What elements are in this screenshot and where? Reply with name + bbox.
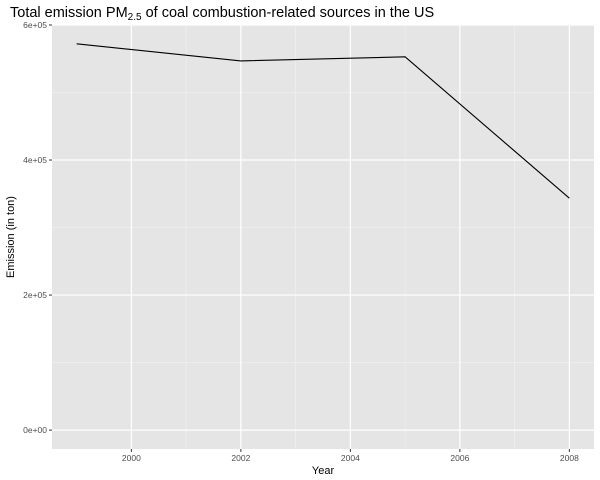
x-tick-label: 2002 — [231, 453, 250, 463]
x-tick-label: 2000 — [122, 453, 141, 463]
chart-title-subscript: 2.5 — [128, 12, 142, 23]
plot-panel — [52, 25, 594, 449]
x-axis: 2000 2002 2004 2006 2008 — [122, 449, 579, 463]
x-tick-label: 2004 — [341, 453, 360, 463]
series-line — [76, 43, 570, 199]
y-axis-title: Emission (in ton) — [5, 196, 17, 278]
major-gridlines — [52, 24, 594, 449]
y-tick-label: 0e+00 — [23, 425, 47, 435]
chart-title-rest: of coal combustion-related sources in th… — [142, 5, 435, 21]
y-tick-label: 6e+05 — [23, 20, 47, 30]
minor-gridlines — [52, 25, 594, 449]
y-tick-label: 4e+05 — [23, 155, 47, 165]
chart-title-main: Total emission PM — [10, 5, 128, 21]
x-tick-label: 2006 — [450, 453, 469, 463]
y-tick-label: 2e+05 — [23, 290, 47, 300]
series-layer — [76, 43, 570, 199]
chart-title: Total emission PM2.5 of coal combustion-… — [10, 5, 434, 23]
y-axis: 0e+00 2e+05 4e+05 6e+05 — [23, 20, 52, 435]
x-axis-title: Year — [312, 465, 335, 477]
x-tick-label: 2008 — [560, 453, 579, 463]
